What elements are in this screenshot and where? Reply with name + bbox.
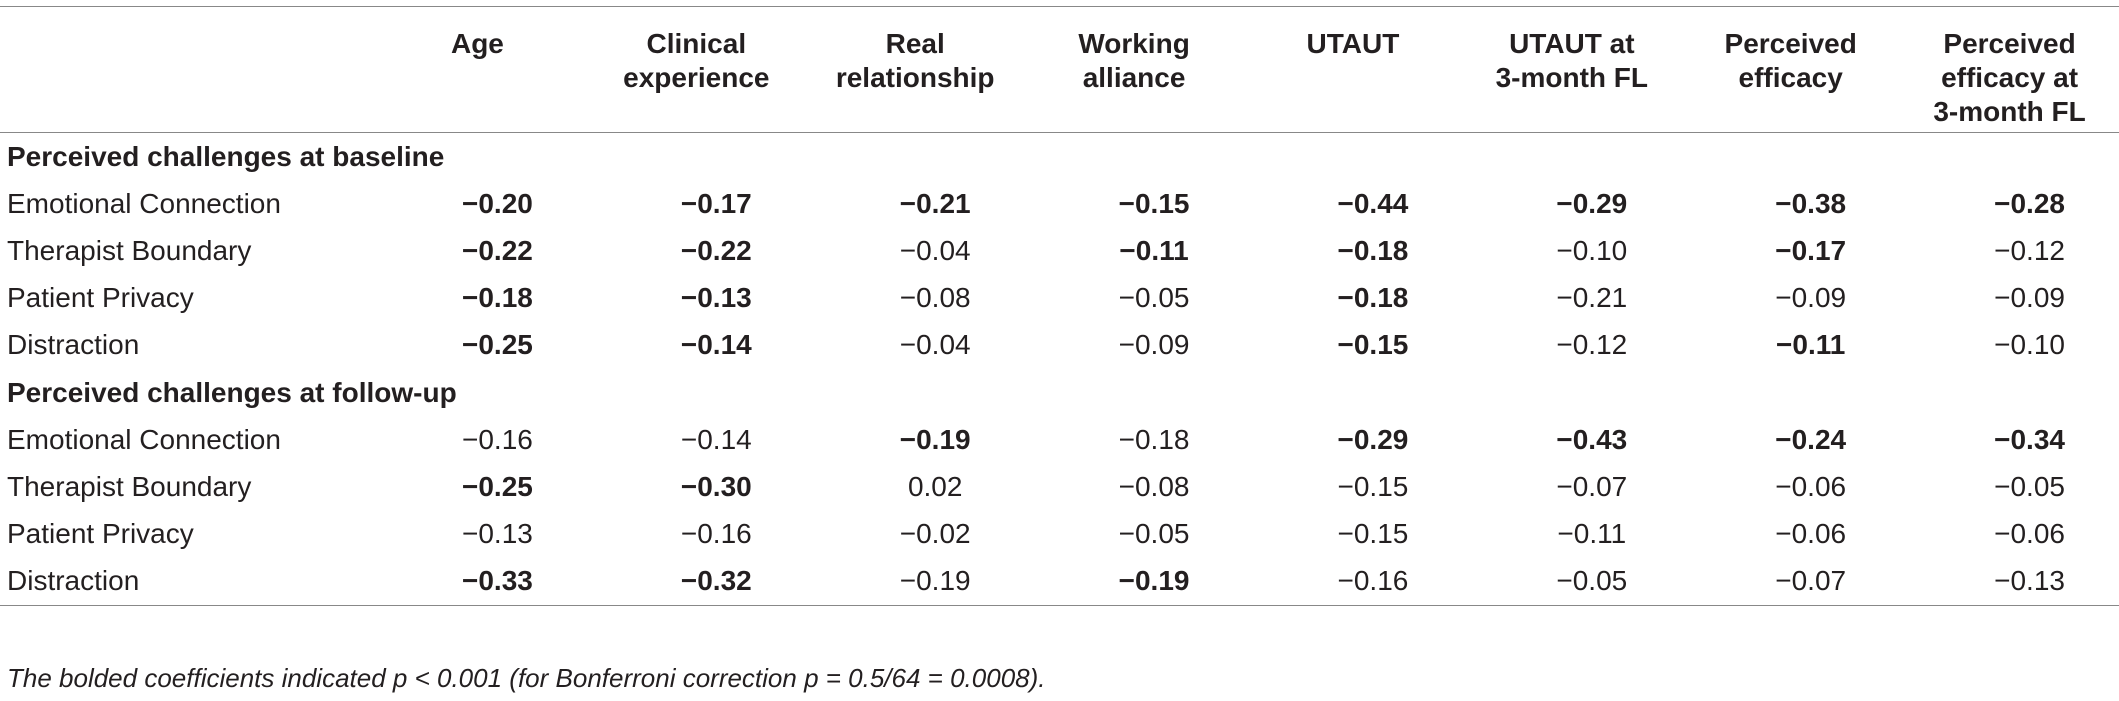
- coefficient-cell: −0.25: [462, 329, 533, 361]
- coefficient-cell: −0.16: [1243, 557, 1463, 606]
- coefficient-cell: −0.22: [462, 234, 533, 266]
- coefficient-cell: −0.17: [1775, 234, 1847, 266]
- coefficient-cell: −0.24: [1775, 423, 1847, 455]
- coefficient-cell: −0.15: [1118, 187, 1190, 219]
- table-row: Therapist Boundary −0.22 −0.22 −0.04 −0.11 −0…: [0, 227, 2119, 274]
- table-row: Therapist Boundary −0.25 −0.30 0.02 −0.08 −0.…: [0, 463, 2119, 510]
- coefficient-cell: −0.38: [1775, 187, 1847, 219]
- section-title: Perceived challenges at follow-up: [7, 376, 457, 408]
- coefficient-cell: −0.18: [1337, 282, 1409, 314]
- coefficient-cell: −0.17: [680, 187, 752, 219]
- coefficient-cell: −0.06: [1994, 518, 2065, 550]
- coefficient-cell: −0.10: [1994, 329, 2065, 361]
- section-header-row: Perceived challenges at baseline: [0, 133, 2119, 181]
- coefficient-cell: −0.28: [1994, 187, 2065, 219]
- coefficient-cell: −0.22: [680, 234, 752, 266]
- coefficient-cell: −0.09: [1775, 282, 1847, 314]
- row-label: Therapist Boundary: [7, 234, 252, 266]
- coefficient-cell: −0.19: [805, 557, 1025, 606]
- coefficient-cell: −0.02: [899, 518, 971, 550]
- coefficient-cell: −0.21: [899, 187, 971, 219]
- row-label: Therapist Boundary: [7, 470, 252, 502]
- coefficient-cell: −0.21: [1556, 282, 1628, 314]
- coefficient-cell: −0.13: [462, 518, 533, 550]
- coefficient-cell: −0.12: [1994, 234, 2065, 266]
- correlation-table: Age Clinical experience Real relationship W…: [0, 6, 2119, 606]
- column-header: Age: [368, 6, 587, 133]
- coefficient-cell: −0.34: [1994, 423, 2065, 455]
- coefficient-cell: −0.14: [680, 423, 752, 455]
- coefficient-cell: −0.18: [1118, 423, 1190, 455]
- table-row: Patient Privacy −0.13 −0.16 −0.02 −0.05 −0.15…: [0, 511, 2119, 558]
- column-header: Perceived efficacy at 3-month FL: [1900, 6, 2119, 133]
- row-label: Distraction: [0, 557, 368, 606]
- row-label: Patient Privacy: [7, 282, 194, 314]
- coefficient-cell: −0.15: [1337, 518, 1409, 550]
- coefficient-cell: −0.25: [462, 470, 533, 502]
- column-header: Working alliance: [1024, 6, 1244, 133]
- table-header: Age Clinical experience Real relationship W…: [0, 6, 2119, 133]
- row-label: Emotional Connection: [7, 187, 281, 219]
- coefficient-cell: −0.30: [680, 470, 752, 502]
- table-row: Emotional Connection −0.20 −0.17 −0.21 −0.15…: [0, 180, 2119, 227]
- coefficient-cell: 0.02: [907, 470, 963, 502]
- coefficient-cell: −0.32: [586, 557, 806, 606]
- coefficient-cell: −0.08: [899, 282, 971, 314]
- coefficient-cell: −0.12: [1556, 329, 1628, 361]
- coefficient-cell: −0.05: [1118, 518, 1190, 550]
- coefficient-cell: −0.19: [1024, 557, 1244, 606]
- coefficient-cell: −0.20: [462, 187, 533, 219]
- table-footnote: The bolded coefficients indicated p < 0.…: [7, 663, 1046, 693]
- coefficient-cell: −0.43: [1556, 423, 1628, 455]
- coefficient-cell: −0.04: [899, 234, 971, 266]
- coefficient-cell: −0.16: [680, 518, 752, 550]
- coefficient-cell: −0.18: [462, 282, 533, 314]
- coefficient-cell: −0.09: [1118, 329, 1190, 361]
- coefficient-cell: −0.09: [1994, 282, 2065, 314]
- column-header: UTAUT: [1243, 6, 1463, 133]
- row-label: Emotional Connection: [7, 423, 281, 455]
- coefficient-cell: −0.11: [1119, 234, 1189, 266]
- coefficient-cell: −0.06: [1775, 518, 1847, 550]
- coefficient-cell: −0.29: [1337, 423, 1409, 455]
- coefficient-cell: −0.08: [1118, 470, 1190, 502]
- coefficient-cell: −0.13: [680, 282, 752, 314]
- coefficient-cell: −0.07: [1556, 470, 1628, 502]
- coefficient-cell: −0.11: [1557, 518, 1627, 550]
- table-row: Emotional Connection −0.16 −0.14 −0.19 −0.18…: [0, 416, 2119, 463]
- row-label: Patient Privacy: [7, 518, 194, 550]
- column-header: Real relationship: [805, 6, 1025, 133]
- coefficient-cell: −0.14: [680, 329, 752, 361]
- coefficient-cell: −0.16: [462, 423, 533, 455]
- coefficient-cell: −0.05: [1462, 557, 1682, 606]
- coefficient-cell: −0.13: [1900, 557, 2119, 606]
- table-row: Distraction −0.25 −0.14 −0.04 −0.09 −0.15 −0.1…: [0, 322, 2119, 369]
- table-row: Patient Privacy −0.18 −0.13 −0.08 −0.05 −0.18…: [0, 275, 2119, 322]
- coefficient-cell: −0.11: [1776, 329, 1846, 361]
- coefficient-cell: −0.33: [368, 557, 587, 606]
- coefficient-cell: −0.15: [1337, 470, 1409, 502]
- coefficient-cell: −0.07: [1681, 557, 1901, 606]
- coefficient-cell: −0.19: [899, 423, 971, 455]
- column-header: Clinical experience: [586, 6, 806, 133]
- section-header-row: Perceived challenges at follow-up: [0, 369, 2119, 416]
- coefficient-cell: −0.05: [1994, 470, 2065, 502]
- table-row: Distraction −0.33 −0.32 −0.19 −0.19 −0.16 −0.0…: [0, 557, 2119, 606]
- column-header: Perceived efficacy: [1681, 6, 1901, 133]
- coefficient-cell: −0.29: [1556, 187, 1628, 219]
- column-header-blank: [0, 6, 368, 133]
- coefficient-cell: −0.05: [1118, 282, 1190, 314]
- column-header: UTAUT at 3-month FL: [1462, 6, 1682, 133]
- table-body: Perceived challenges at baseline Emotiona…: [0, 133, 2119, 606]
- coefficient-cell: −0.04: [899, 329, 971, 361]
- coefficient-cell: −0.06: [1775, 470, 1847, 502]
- coefficient-cell: −0.10: [1556, 234, 1628, 266]
- coefficient-cell: −0.18: [1337, 234, 1409, 266]
- coefficient-cell: −0.44: [1337, 187, 1409, 219]
- section-title: Perceived challenges at baseline: [7, 140, 445, 172]
- row-label: Distraction: [7, 329, 140, 361]
- coefficient-cell: −0.15: [1337, 329, 1409, 361]
